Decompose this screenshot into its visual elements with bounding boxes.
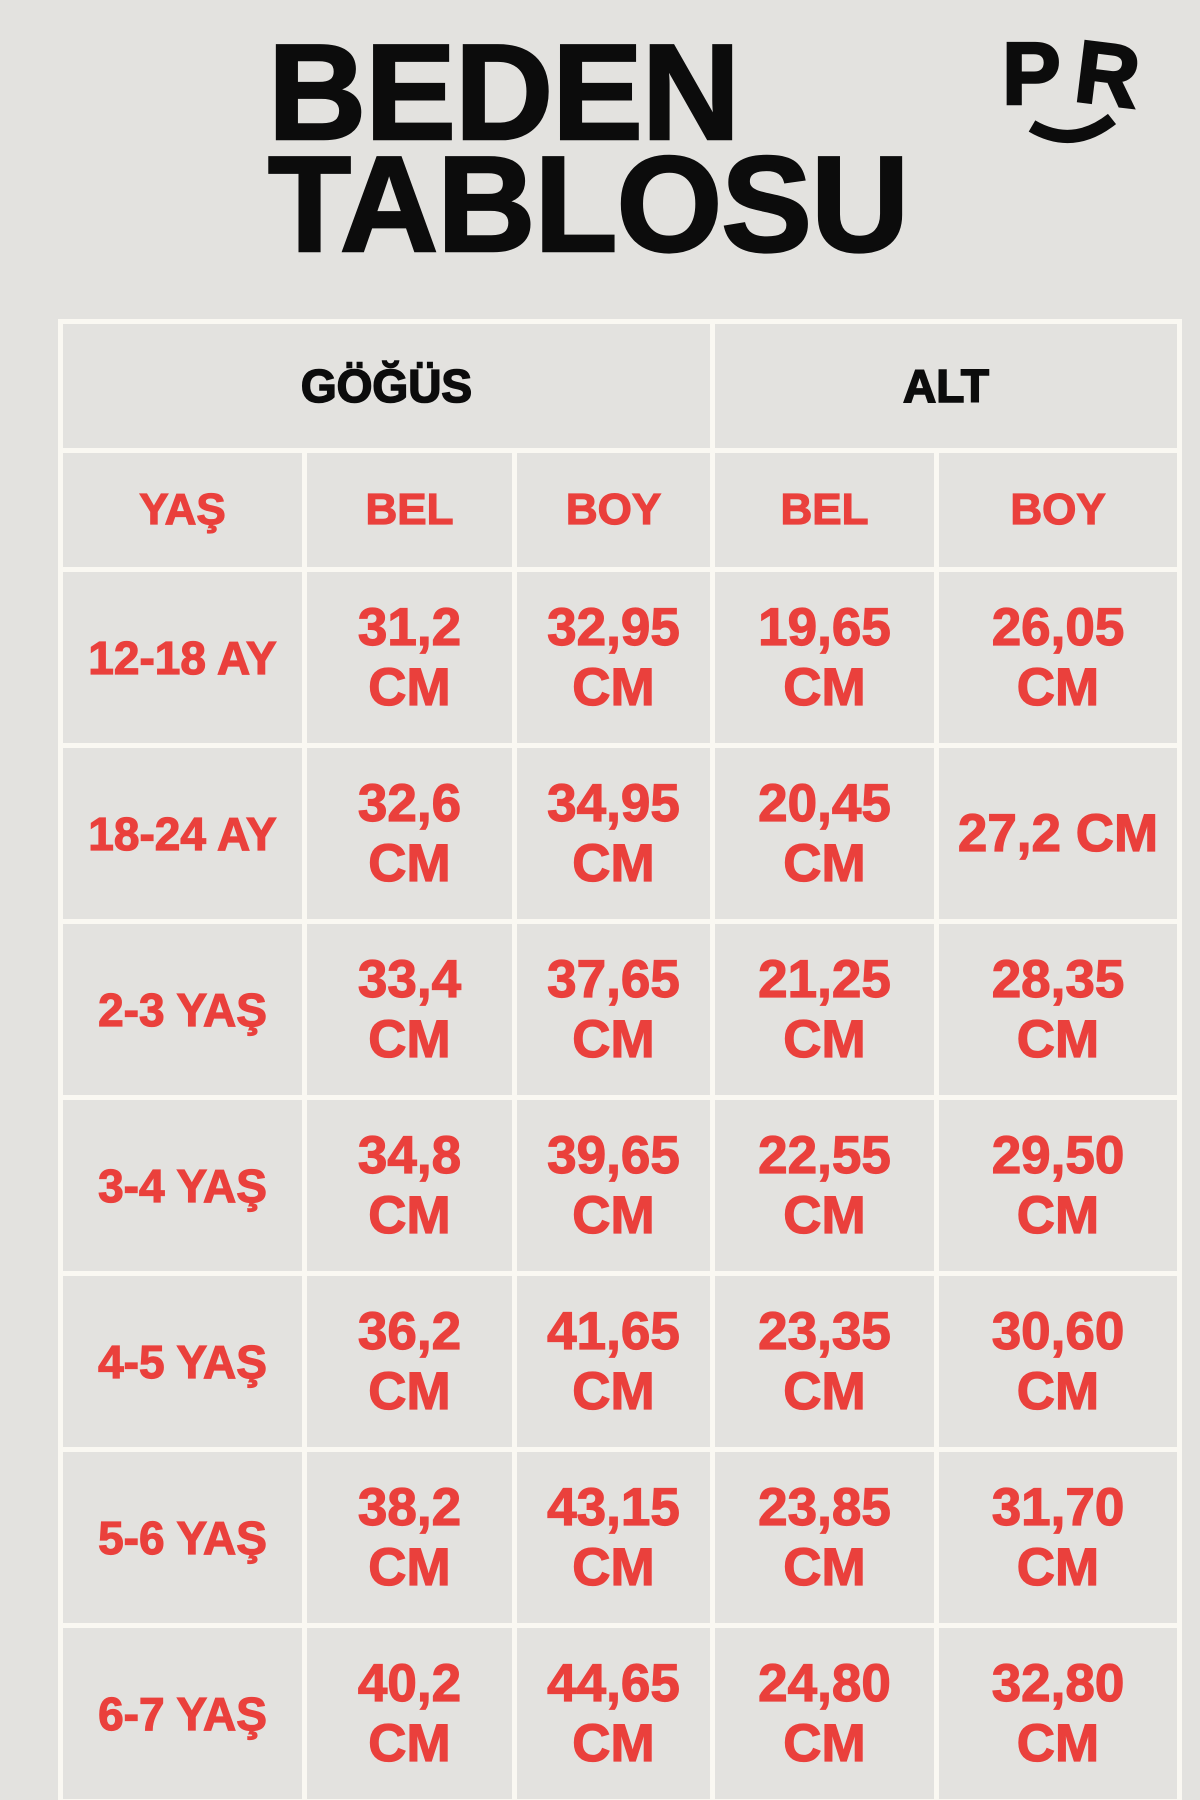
measurement-cell: 27,2 CM xyxy=(933,743,1183,924)
pr-smile-logo-icon: P R xyxy=(1001,38,1147,143)
measurement-cell: 32,95 CM xyxy=(512,567,715,748)
table-row: 2-3 YAŞ 33,4 CM 37,65 CM 21,25 CM 28,35 CM xyxy=(58,919,1183,1100)
measurement-cell: 23,85 CM xyxy=(710,1447,939,1628)
size-table: GÖĞÜS ALT YAŞ BEL BOY BEL BOY 12-18 AY 3… xyxy=(58,319,1183,1800)
measurement-cell: 40,2 CM xyxy=(302,1623,517,1800)
title-line-1: BEDEN xyxy=(267,16,742,168)
measurement-cell: 38,2 CM xyxy=(302,1447,517,1628)
measurement-cell: 34,8 CM xyxy=(302,1095,517,1276)
measurement-cell: 26,05 CM xyxy=(933,567,1183,748)
measurement-cell: 34,95 CM xyxy=(512,743,715,924)
col-header-gogus-bel: BEL xyxy=(302,448,517,572)
table-row: 18-24 AY 32,6 CM 34,95 CM 20,45 CM 27,2 CM xyxy=(58,743,1183,924)
measurement-cell: 20,45 CM xyxy=(710,743,939,924)
measurement-cell: 21,25 CM xyxy=(710,919,939,1100)
age-label: 6-7 YAŞ xyxy=(58,1623,307,1800)
measurement-cell: 37,65 CM xyxy=(512,919,715,1100)
measurement-cell: 33,4 CM xyxy=(302,919,517,1100)
measurement-cell: 19,65 CM xyxy=(710,567,939,748)
measurement-cell: 31,70 CM xyxy=(933,1447,1183,1628)
table-row: 6-7 YAŞ 40,2 CM 44,65 CM 24,80 CM 32,80 CM xyxy=(58,1623,1183,1800)
table-row: 5-6 YAŞ 38,2 CM 43,15 CM 23,85 CM 31,70 CM xyxy=(58,1447,1183,1628)
table-row: 4-5 YAŞ 36,2 CM 41,65 CM 23,35 CM 30,60 CM xyxy=(58,1271,1183,1452)
measurement-cell: 31,2 CM xyxy=(302,567,517,748)
col-header-alt-bel: BEL xyxy=(710,448,939,572)
age-label: 12-18 AY xyxy=(58,567,307,748)
table-row: 3-4 YAŞ 34,8 CM 39,65 CM 22,55 CM 29,50 CM xyxy=(58,1095,1183,1276)
measurement-cell: 30,60 CM xyxy=(933,1271,1183,1452)
age-label: 4-5 YAŞ xyxy=(58,1271,307,1452)
age-label: 18-24 AY xyxy=(58,743,307,924)
logo-letter-p: P xyxy=(1002,38,1061,123)
group-header-row: GÖĞÜS ALT xyxy=(58,319,1183,453)
measurement-cell: 41,65 CM xyxy=(512,1271,715,1452)
measurement-cell: 44,65 CM xyxy=(512,1623,715,1800)
measurement-cell: 24,80 CM xyxy=(710,1623,939,1800)
measurement-cell: 29,50 CM xyxy=(933,1095,1183,1276)
group-header-alt: ALT xyxy=(709,319,1183,453)
title-line-2: TABLOSU xyxy=(267,128,911,280)
table-row: 12-18 AY 31,2 CM 32,95 CM 19,65 CM 26,05 CM xyxy=(58,567,1183,748)
measurement-cell: 22,55 CM xyxy=(710,1095,939,1276)
col-header-gogus-boy: BOY xyxy=(512,448,715,572)
column-header-row: YAŞ BEL BOY BEL BOY xyxy=(58,448,1183,572)
logo-letter-r: R xyxy=(1070,38,1145,127)
measurement-cell: 39,65 CM xyxy=(512,1095,715,1276)
brand-logo: P R xyxy=(998,38,1148,156)
measurement-cell: 32,80 CM xyxy=(933,1623,1183,1800)
page-title: BEDEN TABLOSU xyxy=(267,16,911,280)
measurement-cell: 28,35 CM xyxy=(933,919,1183,1100)
measurement-cell: 32,6 CM xyxy=(302,743,517,924)
logo-smile-icon xyxy=(1028,113,1117,143)
group-header-gogus: GÖĞÜS xyxy=(58,319,715,453)
col-header-yas: YAŞ xyxy=(58,448,307,572)
age-label: 3-4 YAŞ xyxy=(58,1095,307,1276)
measurement-cell: 36,2 CM xyxy=(302,1271,517,1452)
measurement-cell: 43,15 CM xyxy=(512,1447,715,1628)
age-label: 5-6 YAŞ xyxy=(58,1447,307,1628)
col-header-alt-boy: BOY xyxy=(933,448,1183,572)
age-label: 2-3 YAŞ xyxy=(58,919,307,1100)
measurement-cell: 23,35 CM xyxy=(710,1271,939,1452)
